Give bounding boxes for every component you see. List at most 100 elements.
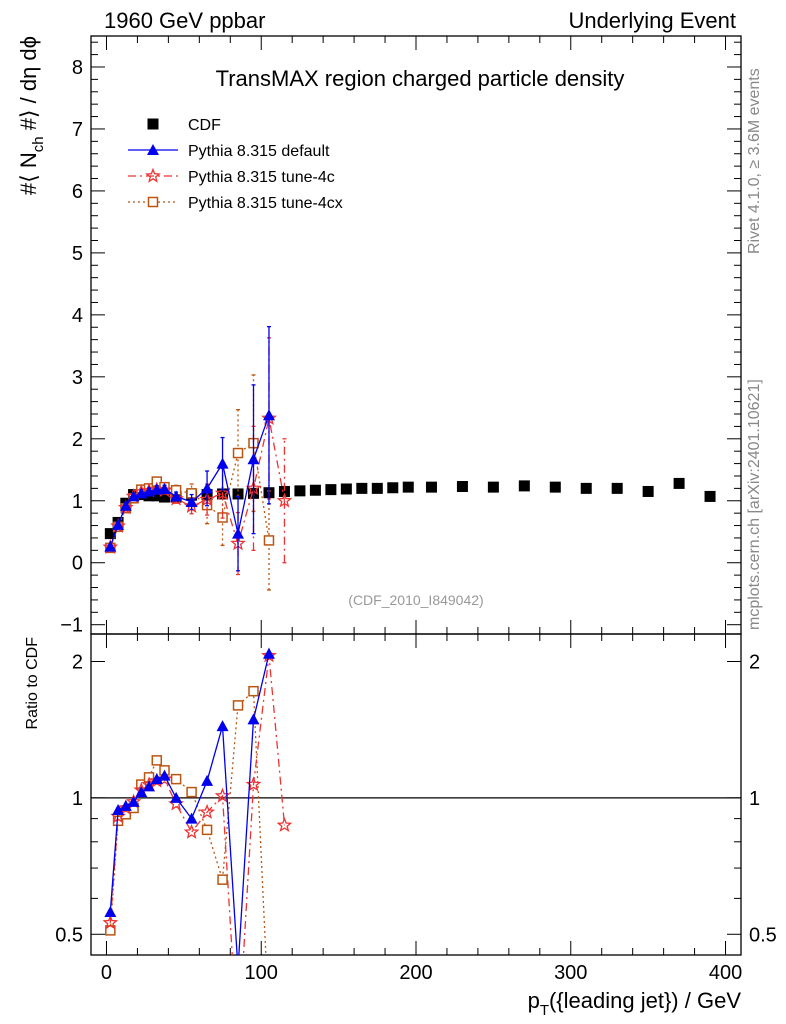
tune4c-data-point xyxy=(276,492,293,508)
ratio-default-data-point xyxy=(127,795,140,807)
cdf-data-point xyxy=(704,490,716,502)
cdf-data-point xyxy=(642,485,654,497)
analysis-watermark: (CDF_2010_I849042) xyxy=(348,592,483,608)
main-ytick-label: 1 xyxy=(72,491,83,513)
xtick-label: 400 xyxy=(709,962,742,984)
main-ytick-label: 2 xyxy=(72,429,83,451)
cdf-data-point xyxy=(232,488,244,500)
ratio-tune4cx-data-point xyxy=(170,773,182,785)
ratio-tune4cx-data-point xyxy=(248,685,259,697)
main-ytick-label: 8 xyxy=(72,57,83,79)
main-chart-title: TransMAX region charged particle density xyxy=(216,66,625,91)
ratio-tune4cx-data-point xyxy=(217,874,228,885)
default-data-point xyxy=(216,457,229,469)
xtick-label: 0 xyxy=(101,962,112,984)
cdf-data-point xyxy=(487,481,499,493)
ratio-default-data-point xyxy=(104,905,117,917)
ratio-tune4c-series-line xyxy=(109,655,286,955)
header-right-label: Underlying Event xyxy=(568,8,736,33)
ratio-tune4c-data-point xyxy=(245,776,262,792)
cdf-data-point xyxy=(356,482,368,494)
cdf-data-point xyxy=(159,491,171,503)
tune4cx-data-point xyxy=(232,447,244,459)
ratio-y-axis-label: Ratio to CDF xyxy=(24,637,41,730)
ratio-default-data-point xyxy=(216,720,229,732)
cdf-data-point xyxy=(151,490,163,502)
cdf-data-point xyxy=(611,482,623,494)
ratio-ytick-label-right: 1 xyxy=(749,788,760,810)
ratio-default-data-point xyxy=(185,812,198,824)
main-ytick-label: 6 xyxy=(72,181,83,203)
main-ytick-label: 7 xyxy=(72,119,83,141)
default-data-point xyxy=(127,490,140,502)
cdf-data-point xyxy=(371,482,383,494)
main-ytick-label: 5 xyxy=(72,243,83,265)
main-ytick-label: 3 xyxy=(72,367,83,389)
ratio-tune4cx-data-point xyxy=(151,755,163,766)
legend-label: CDF xyxy=(188,117,221,134)
ratio-tune4cx-data-point xyxy=(201,824,213,836)
legend-marker xyxy=(147,196,159,208)
cdf-data-point xyxy=(104,528,116,540)
legend-label: Pythia 8.315 default xyxy=(188,143,330,160)
ratio-ytick-label: 0.5 xyxy=(55,924,83,946)
ratio-ytick-label: 2 xyxy=(72,651,83,673)
default-data-point xyxy=(112,518,125,530)
default-data-point xyxy=(262,409,275,421)
cdf-data-point xyxy=(309,484,321,496)
xtick-label: 300 xyxy=(554,962,587,984)
cdf-data-point xyxy=(580,482,592,494)
xtick-label: 100 xyxy=(245,962,278,984)
tune4c-series-group xyxy=(102,337,293,576)
default-data-point xyxy=(104,540,117,552)
cdf-data-point xyxy=(425,481,437,493)
ratio-default-data-point xyxy=(150,773,163,785)
ratio-tune4cx-data-point xyxy=(264,1018,273,1024)
cdf-data-point xyxy=(549,481,561,493)
cdf-data-point xyxy=(518,480,530,492)
tune4c-data-point xyxy=(168,490,184,506)
ratio-default-data-point xyxy=(262,647,275,659)
cdf-data-point xyxy=(387,482,399,494)
ratio-default-data-point xyxy=(170,791,183,803)
main-y-axis-label: #⟨ Nch #⟩ / dη dϕ xyxy=(16,36,47,195)
legend-marker xyxy=(147,144,159,155)
cdf-data-point xyxy=(456,481,468,493)
default-data-point xyxy=(170,490,183,502)
default-data-point xyxy=(158,482,171,494)
ratio-tune4c-data-point xyxy=(183,823,200,839)
legend-label: Pythia 8.315 tune-4cx xyxy=(188,195,343,212)
cdf-data-point xyxy=(294,485,306,497)
ratio-default-data-point xyxy=(232,963,244,974)
ratio-tune4c-data-point xyxy=(102,914,119,930)
legend-label: Pythia 8.315 tune-4c xyxy=(188,169,335,186)
ratio-tune4cx-data-point xyxy=(186,786,197,798)
default-series-line xyxy=(109,414,270,547)
tune4cx-data-point xyxy=(263,535,275,546)
main-ytick-label: 0 xyxy=(72,553,83,575)
ratio-default-data-point xyxy=(119,799,132,811)
ratio-default-data-point xyxy=(135,786,148,798)
ratio-tune4c-data-point xyxy=(199,803,216,819)
default-data-point xyxy=(185,496,198,508)
ratio-ytick-label-right: 0.5 xyxy=(749,924,777,946)
ratio-default-data-point xyxy=(158,769,171,781)
ratio-default-data-point xyxy=(143,780,156,792)
legend-marker xyxy=(145,167,161,183)
legend-marker xyxy=(147,118,159,130)
cdf-data-point xyxy=(402,481,414,493)
cdf-data-point xyxy=(278,485,290,497)
cdf-data-point xyxy=(325,484,337,496)
tune4c-data-point xyxy=(214,484,231,501)
default-data-point xyxy=(119,499,132,511)
ratio-default-data-point xyxy=(112,804,125,816)
default-series-group xyxy=(104,325,275,572)
default-data-point xyxy=(201,482,214,494)
cdf-series-group xyxy=(104,477,716,540)
ratio-tune4cx-data-point xyxy=(232,700,244,711)
cdf-data-point xyxy=(340,483,352,495)
ratio-tune4c-data-point xyxy=(276,817,293,832)
ratio-ytick-label-right: 2 xyxy=(749,651,760,673)
main-ytick-label: 4 xyxy=(72,305,83,327)
